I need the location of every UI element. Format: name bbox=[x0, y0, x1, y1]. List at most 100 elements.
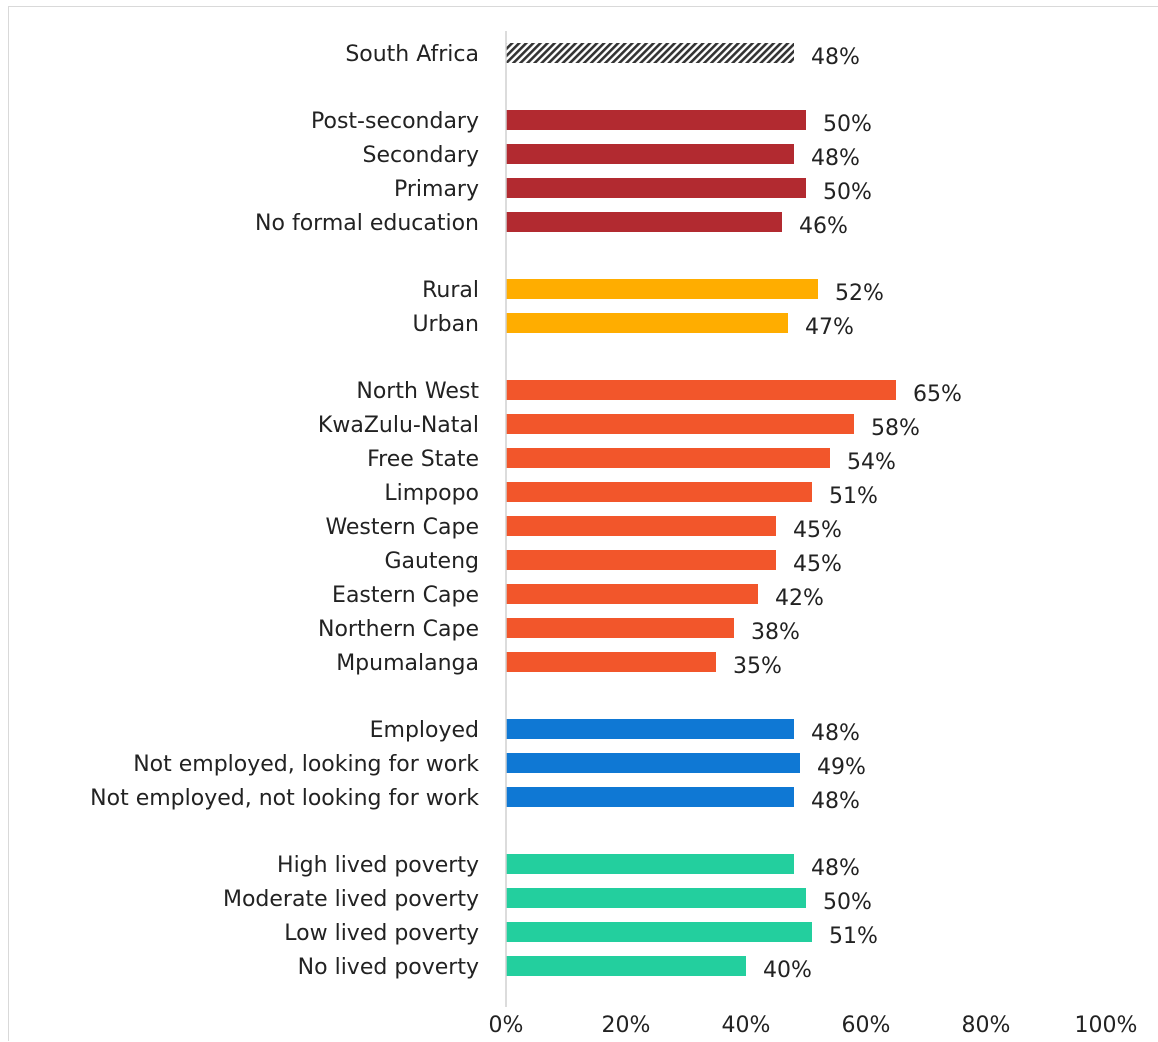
category-label: South Africa bbox=[345, 42, 479, 67]
value-label: 49% bbox=[817, 755, 866, 780]
bar bbox=[506, 516, 776, 536]
bar-row-rural: Rural 52% bbox=[422, 278, 884, 306]
value-label: 51% bbox=[829, 484, 878, 509]
bar bbox=[506, 888, 806, 908]
value-label: 54% bbox=[847, 450, 896, 475]
value-label: 38% bbox=[751, 620, 800, 645]
x-axis-ticks: 0% 20% 40% 60% 80% 100% bbox=[489, 1013, 1138, 1038]
value-label: 48% bbox=[811, 789, 860, 814]
category-label: Moderate lived poverty bbox=[223, 887, 479, 912]
bar-row-urban: Urban 47% bbox=[412, 312, 853, 340]
value-label: 45% bbox=[793, 518, 842, 543]
bar bbox=[506, 719, 794, 739]
category-label: Post-secondary bbox=[311, 109, 479, 134]
value-label: 45% bbox=[793, 552, 842, 577]
bar-row-kwazulu-natal: KwaZulu-Natal 58% bbox=[318, 413, 920, 441]
bar bbox=[506, 178, 806, 198]
bar-row-primary: Primary 50% bbox=[394, 177, 872, 205]
bar-row-free-state: Free State 54% bbox=[367, 447, 896, 475]
x-tick-label: 20% bbox=[602, 1013, 651, 1038]
category-label: High lived poverty bbox=[277, 853, 479, 878]
bar-row-no-lived-poverty: No lived poverty 40% bbox=[298, 955, 812, 983]
bar bbox=[506, 753, 800, 773]
bar bbox=[506, 787, 794, 807]
category-label: No lived poverty bbox=[298, 955, 479, 980]
category-label: Urban bbox=[412, 312, 479, 337]
bar bbox=[506, 854, 794, 874]
value-label: 35% bbox=[733, 654, 782, 679]
value-label: 50% bbox=[823, 890, 872, 915]
bar bbox=[506, 110, 806, 130]
bar-row-moderate-lived-poverty: Moderate lived poverty 50% bbox=[223, 887, 872, 915]
bar bbox=[506, 414, 854, 434]
bar bbox=[506, 618, 734, 638]
bar-row-low-lived-poverty: Low lived poverty 51% bbox=[284, 921, 878, 949]
x-tick-label: 0% bbox=[489, 1013, 524, 1038]
category-label: Limpopo bbox=[384, 481, 479, 506]
bar-row-high-lived-poverty: High lived poverty 48% bbox=[277, 853, 860, 881]
bars-layer: South Africa 48% Post-secondary 50% Secondar… bbox=[90, 42, 962, 983]
bar bbox=[506, 922, 812, 942]
value-label: 58% bbox=[871, 416, 920, 441]
value-label: 48% bbox=[811, 856, 860, 881]
bar bbox=[506, 652, 716, 672]
value-label: 51% bbox=[829, 924, 878, 949]
value-label: 65% bbox=[913, 382, 962, 407]
value-label: 46% bbox=[799, 214, 848, 239]
value-label: 48% bbox=[811, 45, 860, 70]
x-tick-label: 60% bbox=[842, 1013, 891, 1038]
value-label: 48% bbox=[811, 721, 860, 746]
bar bbox=[506, 584, 758, 604]
category-label: No formal education bbox=[255, 211, 479, 236]
bar bbox=[506, 313, 788, 333]
category-label: Gauteng bbox=[384, 549, 479, 574]
x-tick-label: 100% bbox=[1075, 1013, 1138, 1038]
bar bbox=[506, 212, 782, 232]
value-label: 48% bbox=[811, 146, 860, 171]
category-label: Secondary bbox=[362, 143, 479, 168]
category-label: North West bbox=[356, 379, 479, 404]
bar-row-employed: Employed 48% bbox=[370, 718, 860, 746]
category-label: KwaZulu-Natal bbox=[318, 413, 479, 438]
category-label: Employed bbox=[370, 718, 479, 743]
bar-row-western-cape: Western Cape 45% bbox=[325, 515, 841, 543]
bar-row-secondary: Secondary 48% bbox=[362, 143, 859, 171]
category-label: Primary bbox=[394, 177, 479, 202]
bar bbox=[506, 448, 830, 468]
bar bbox=[506, 956, 746, 976]
bar-row-mpumalanga: Mpumalanga 35% bbox=[336, 651, 782, 679]
value-label: 42% bbox=[775, 586, 824, 611]
bar-row-not-employed-looking-for-work: Not employed, looking for work 49% bbox=[133, 752, 866, 780]
x-tick-label: 40% bbox=[722, 1013, 771, 1038]
category-label: Eastern Cape bbox=[332, 583, 479, 608]
bar-row-not-employed-not-looking-for-work: Not employed, not looking for work 48% bbox=[90, 786, 860, 814]
category-label: Rural bbox=[422, 278, 479, 303]
bar-row-northern-cape: Northern Cape 38% bbox=[318, 617, 800, 645]
value-label: 47% bbox=[805, 315, 854, 340]
category-label: Western Cape bbox=[325, 515, 479, 540]
value-label: 50% bbox=[823, 180, 872, 205]
bar bbox=[506, 482, 812, 502]
chart-frame: South Africa 48% Post-secondary 50% Secondar… bbox=[8, 6, 1158, 1041]
category-label: Low lived poverty bbox=[284, 921, 479, 946]
bar-row-no-formal-education: No formal education 46% bbox=[255, 211, 848, 239]
bar-row-north-west: North West 65% bbox=[356, 379, 962, 407]
category-label: Free State bbox=[367, 447, 479, 472]
bar-chart: South Africa 48% Post-secondary 50% Secondar… bbox=[90, 31, 1138, 1038]
value-label: 52% bbox=[835, 281, 884, 306]
bar-row-post-secondary: Post-secondary 50% bbox=[311, 109, 872, 137]
bar bbox=[506, 550, 776, 570]
category-label: Mpumalanga bbox=[336, 651, 479, 676]
bar-row-eastern-cape: Eastern Cape 42% bbox=[332, 583, 824, 611]
x-tick-label: 80% bbox=[962, 1013, 1011, 1038]
category-label: Not employed, looking for work bbox=[133, 752, 479, 777]
bar bbox=[506, 43, 794, 63]
bar bbox=[506, 144, 794, 164]
bar bbox=[506, 380, 896, 400]
bar bbox=[506, 279, 818, 299]
category-label: Northern Cape bbox=[318, 617, 479, 642]
bar-row-south-africa: South Africa 48% bbox=[345, 42, 860, 70]
value-label: 50% bbox=[823, 112, 872, 137]
value-label: 40% bbox=[763, 958, 812, 983]
bar-row-gauteng: Gauteng 45% bbox=[384, 549, 841, 577]
